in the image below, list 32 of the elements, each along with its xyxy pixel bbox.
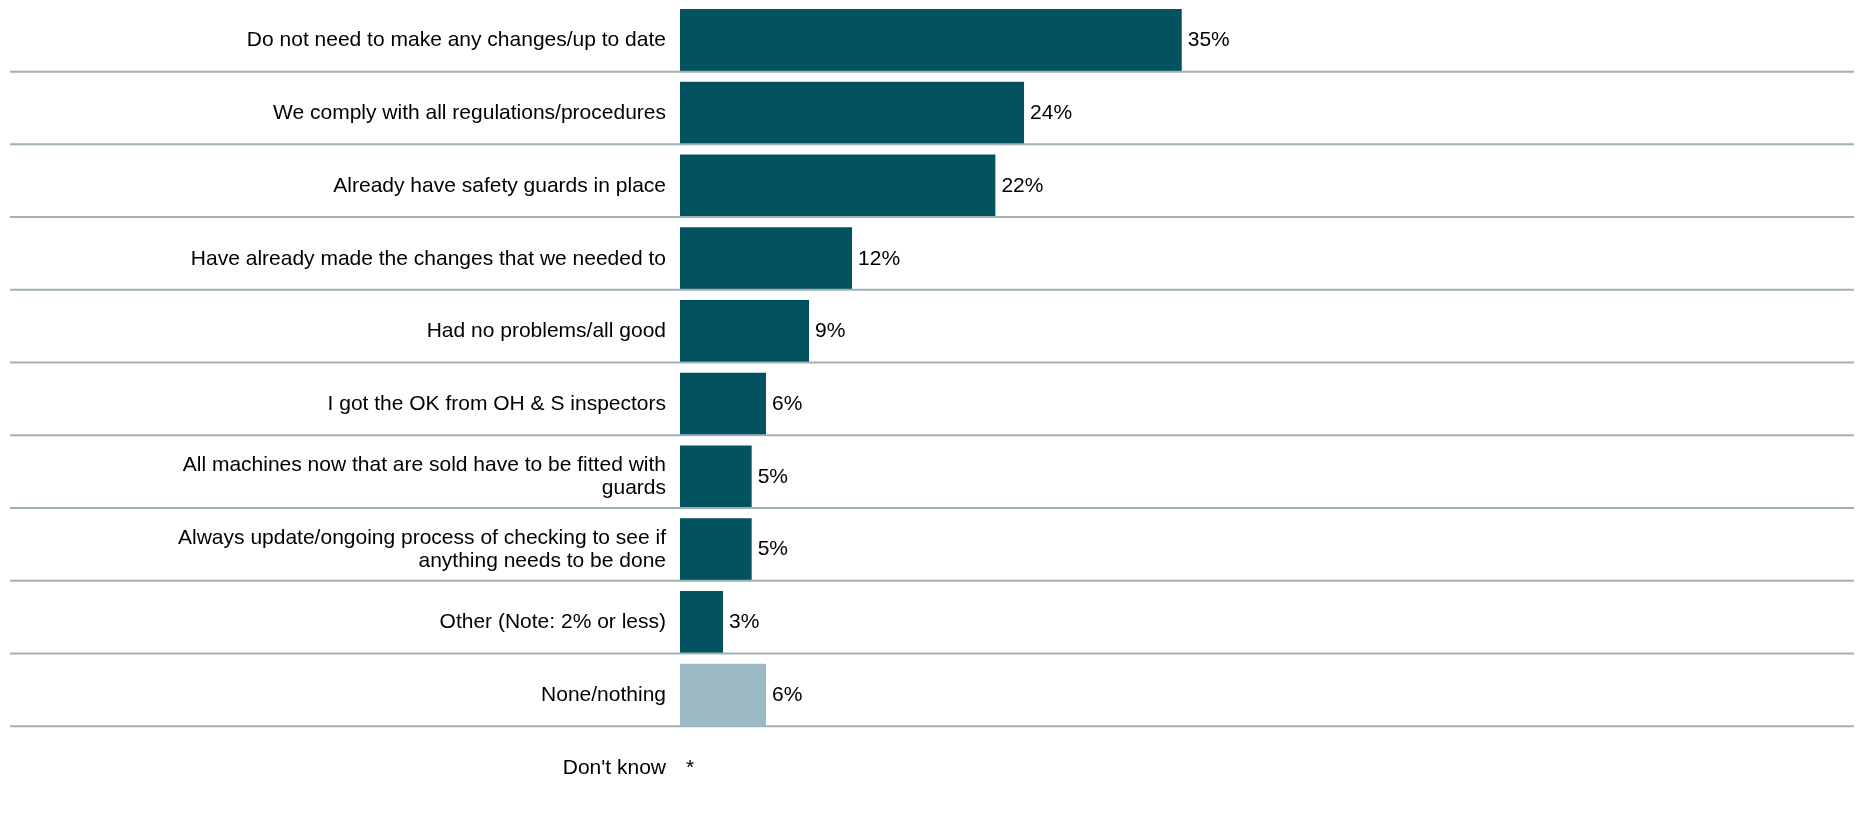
data-label: 6% [772, 681, 803, 705]
bar [680, 590, 724, 654]
bar [680, 9, 1182, 72]
y-tick-label: Had no problems/all good [426, 318, 666, 342]
data-label: 12% [858, 245, 901, 269]
bar [680, 154, 996, 218]
y-tick-label: Already have safety guards in place [333, 172, 666, 196]
bar [680, 300, 810, 363]
bar [680, 227, 853, 290]
y-tick-label: Have already made the changes that we needed to [190, 245, 666, 269]
bar [680, 445, 752, 508]
y-tick-label: All machines now that are sold have to be fitted with guards [182, 452, 666, 499]
data-label: 3% [729, 609, 760, 633]
y-tick-label: Don't know [562, 754, 667, 778]
bar [680, 372, 767, 436]
bar [680, 518, 752, 581]
data-label: 24% [1030, 100, 1073, 124]
y-tick-label: Other (Note: 2% or less) [439, 609, 666, 633]
data-label: 22% [1001, 172, 1044, 196]
data-label: 35% [1187, 27, 1230, 51]
data-label: 9% [815, 318, 846, 342]
bar [680, 663, 767, 727]
y-tick-label: Do not need to make any changes/up to date [246, 27, 666, 51]
text: * [686, 754, 695, 778]
y-tick-label: None/nothing [541, 681, 666, 705]
y-tick-label: Always update/ongoing process of checking to see if anything needs to be done [178, 524, 667, 571]
data-label: 5% [757, 536, 789, 560]
y-tick-label: We comply with all regulations/procedures [273, 100, 666, 124]
data-label: 5% [757, 463, 789, 487]
y-tick-label: I got the OK from OH & S inspectors [327, 391, 666, 414]
data-label: 6% [772, 391, 803, 414]
bar [680, 81, 1025, 145]
